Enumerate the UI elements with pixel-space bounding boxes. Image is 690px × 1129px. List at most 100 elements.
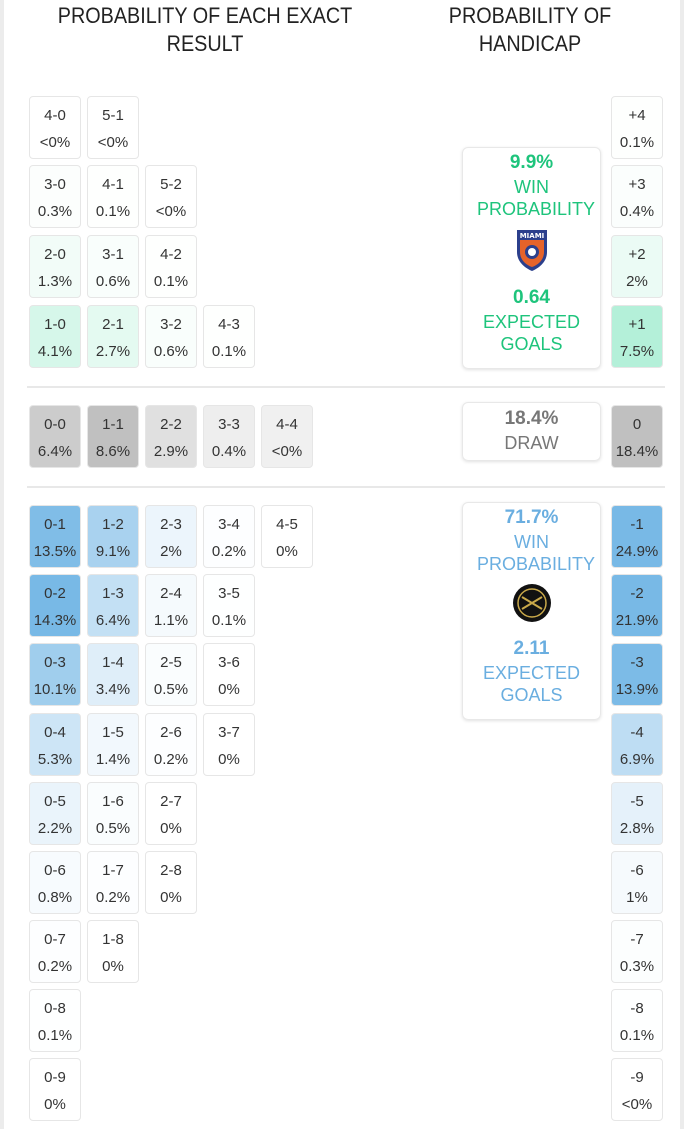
score-label: 0-4: [44, 724, 66, 741]
handicap-cell: -2 21.9%: [611, 574, 663, 637]
score-cell: 1-6 0.5%: [87, 782, 139, 845]
probability-value: 1%: [626, 889, 648, 906]
probability-value: 2.8%: [619, 820, 655, 837]
score-label: 0: [632, 416, 642, 433]
divider: [27, 486, 665, 488]
probability-value: 0.5%: [153, 681, 189, 698]
score-cell: 4-4 <0%: [261, 405, 313, 468]
probability-value: 10.1%: [33, 681, 77, 698]
probability-value: 13.9%: [615, 681, 659, 698]
score-label: 2-7: [160, 793, 182, 810]
probability-value: 0.1%: [37, 1027, 73, 1044]
handicap-cell: +2 2%: [611, 235, 663, 298]
score-label: 3-5: [218, 585, 240, 602]
score-cell: 0-2 14.3%: [29, 574, 81, 637]
probability-value: 1.4%: [95, 751, 131, 768]
svg-text:MIAMI: MIAMI: [519, 232, 544, 240]
probability-value: 0.4%: [211, 443, 247, 460]
score-label: 0-9: [44, 1069, 66, 1086]
right-border: [680, 0, 684, 1129]
score-label: 2-4: [160, 585, 182, 602]
handicap-cell: -1 24.9%: [611, 505, 663, 568]
score-label: 2-1: [102, 316, 124, 333]
score-cell: 0-3 10.1%: [29, 643, 81, 706]
score-label: 4-3: [218, 316, 240, 333]
probability-value: 24.9%: [615, 543, 659, 560]
score-cell: 5-1 <0%: [87, 96, 139, 159]
handicap-cell: -8 0.1%: [611, 989, 663, 1052]
score-cell: 2-5 0.5%: [145, 643, 197, 706]
score-cell: 2-7 0%: [145, 782, 197, 845]
probability-value: 0%: [44, 1096, 66, 1113]
score-label: -5: [630, 793, 644, 810]
score-cell: 4-0 <0%: [29, 96, 81, 159]
score-label: -4: [630, 724, 644, 741]
probability-value: 5.3%: [37, 751, 73, 768]
exact-result-header: PROBABILITY OF EACH EXACT RESULT: [57, 3, 353, 56]
score-label: 1-3: [102, 585, 124, 602]
probability-value: 1.1%: [153, 612, 189, 629]
probability-value: 4.1%: [37, 343, 73, 360]
charleston-battery-logo-icon: [512, 584, 551, 622]
score-cell: 0-1 13.5%: [29, 505, 81, 568]
probability-value: <0%: [97, 134, 129, 151]
divider: [27, 386, 665, 388]
score-cell: 0-7 0.2%: [29, 920, 81, 983]
probability-value: 18.4%: [615, 443, 659, 460]
handicap-cell: +1 7.5%: [611, 305, 663, 368]
score-label: 3-0: [44, 176, 66, 193]
probability-value: 0.1%: [95, 203, 131, 220]
score-cell: 2-1 2.7%: [87, 305, 139, 368]
score-label: -2: [630, 585, 644, 602]
score-label: 2-6: [160, 724, 182, 741]
away-win-label: WIN PROBABILITY: [477, 532, 596, 574]
score-cell: 4-5 0%: [261, 505, 313, 568]
score-cell: 3-2 0.6%: [145, 305, 197, 368]
miami-fc-logo-icon: MIAMI: [516, 230, 547, 271]
home-win-probability: 9.9%: [509, 152, 554, 173]
score-cell: 0-5 2.2%: [29, 782, 81, 845]
probability-value: 0.1%: [153, 273, 189, 290]
score-cell: 2-8 0%: [145, 851, 197, 914]
probability-value: 13.5%: [33, 543, 77, 560]
probability-value: 0.2%: [37, 958, 73, 975]
home-xg-label: EXPECTED GOALS: [483, 312, 581, 354]
probability-value: <0%: [155, 203, 187, 220]
score-cell: 1-1 8.6%: [87, 405, 139, 468]
score-label: -8: [630, 1000, 644, 1017]
probability-value: <0%: [621, 1096, 653, 1113]
score-cell: 0-0 6.4%: [29, 405, 81, 468]
score-label: 1-8: [102, 931, 124, 948]
score-cell: 2-2 2.9%: [145, 405, 197, 468]
score-label: 5-1: [102, 107, 124, 124]
score-cell: 4-1 0.1%: [87, 165, 139, 228]
score-cell: 4-3 0.1%: [203, 305, 255, 368]
probability-value: 6.4%: [37, 443, 73, 460]
score-label: 1-5: [102, 724, 124, 741]
score-label: 2-5: [160, 654, 182, 671]
probability-value: 0.1%: [211, 343, 247, 360]
score-label: -6: [630, 862, 644, 879]
score-label: 2-0: [44, 246, 66, 263]
score-cell: 3-7 0%: [203, 713, 255, 776]
score-label: 3-4: [218, 516, 240, 533]
score-cell: 5-2 <0%: [145, 165, 197, 228]
probability-value: 0.5%: [95, 820, 131, 837]
probability-value: 2%: [160, 543, 182, 560]
score-label: 4-0: [44, 107, 66, 124]
away-win-probability: 71.7%: [504, 507, 559, 528]
score-label: 1-0: [44, 316, 66, 333]
score-label: -7: [630, 931, 644, 948]
score-cell: 1-3 6.4%: [87, 574, 139, 637]
probability-value: 0%: [160, 889, 182, 906]
score-cell: 3-6 0%: [203, 643, 255, 706]
probability-value: 0.2%: [95, 889, 131, 906]
score-cell: 1-4 3.4%: [87, 643, 139, 706]
score-cell: 0-6 0.8%: [29, 851, 81, 914]
left-border: [0, 0, 4, 1129]
handicap-cell: -5 2.8%: [611, 782, 663, 845]
probability-value: 2%: [626, 273, 648, 290]
score-label: 2-2: [160, 416, 182, 433]
score-cell: 2-6 0.2%: [145, 713, 197, 776]
score-label: 3-7: [218, 724, 240, 741]
